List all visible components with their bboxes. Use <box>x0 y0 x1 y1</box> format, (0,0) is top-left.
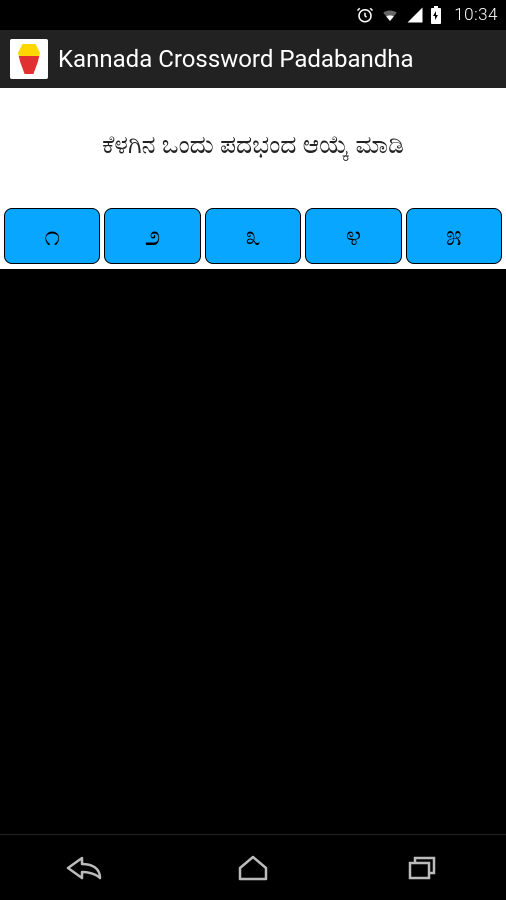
back-button[interactable] <box>44 848 124 888</box>
battery-icon <box>430 6 442 24</box>
level-button-1[interactable]: ೧ <box>4 208 100 264</box>
wifi-icon <box>380 6 400 24</box>
app-icon[interactable] <box>10 39 48 79</box>
level-label: ೩ <box>245 219 261 253</box>
level-label: ೫ <box>446 219 462 253</box>
home-icon <box>236 854 270 882</box>
signal-icon <box>406 6 424 24</box>
level-label: ೧ <box>44 219 60 253</box>
status-bar: 10:34 <box>0 0 506 30</box>
level-button-4[interactable]: ೪ <box>305 208 401 264</box>
app-title: Kannada Crossword Padabandha <box>58 45 414 73</box>
instruction-panel: ಕೆಳಗಿನ ಒಂದು ಪದಭಂದ ಆಯ್ಕೆ ಮಾಡಿ <box>0 88 506 203</box>
level-button-5[interactable]: ೫ <box>406 208 502 264</box>
instruction-text: ಕೆಳಗಿನ ಒಂದು ಪದಭಂದ ಆಯ್ಕೆ ಮಾಡಿ <box>102 131 404 160</box>
level-button-2[interactable]: ೨ <box>104 208 200 264</box>
action-bar: Kannada Crossword Padabandha <box>0 30 506 88</box>
level-label: ೪ <box>346 219 362 253</box>
status-time: 10:34 <box>454 5 498 25</box>
level-button-row: ೧ ೨ ೩ ೪ ೫ <box>0 203 506 269</box>
level-label: ೨ <box>145 219 161 253</box>
recent-button[interactable] <box>382 848 462 888</box>
app-icon-graphic <box>18 44 40 74</box>
recent-icon <box>406 854 438 882</box>
level-button-3[interactable]: ೩ <box>205 208 301 264</box>
navigation-bar <box>0 834 506 900</box>
home-button[interactable] <box>213 848 293 888</box>
back-icon <box>64 854 104 882</box>
alarm-icon <box>356 6 374 24</box>
status-icons: 10:34 <box>356 5 498 25</box>
